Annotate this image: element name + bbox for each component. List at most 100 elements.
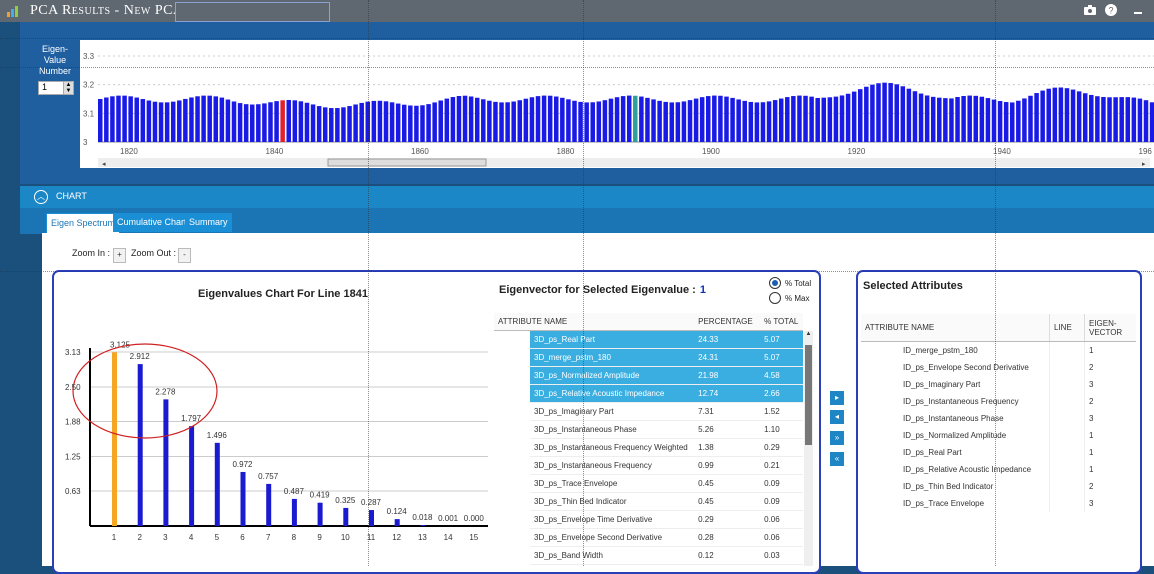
strip-bar (1089, 95, 1094, 142)
percent-total-cell: 0.29 (760, 439, 803, 457)
sel-attribute-name-cell: ID_ps_Real Part (861, 444, 1050, 461)
row-gutter (494, 403, 530, 421)
move-right-icon[interactable]: ▸ (830, 391, 844, 405)
col-sel-line[interactable]: LINE (1050, 314, 1085, 342)
eigen-value-number-spinner[interactable]: 1 ▲▼ (38, 81, 74, 95)
strip-bar (469, 96, 474, 142)
eigenvector-scrollbar[interactable]: ▲ (804, 331, 813, 566)
scroll-thumb[interactable] (805, 345, 812, 445)
tab-cumulative-chart[interactable]: Cumulative Chart (113, 213, 191, 232)
table-row[interactable]: ID_ps_Real Part 1 (861, 444, 1136, 461)
strip-bar (621, 96, 626, 142)
sel-eigenvector-cell: 3 (1085, 410, 1137, 427)
eigen-bar (292, 499, 297, 526)
strip-bar (870, 85, 875, 142)
help-icon[interactable]: ? (1104, 4, 1118, 18)
percentage-cell: 5.26 (694, 421, 760, 439)
eigenvalues-bar-chart[interactable]: 3.132.501.881.250.633.12512.91222.27831.… (60, 300, 490, 545)
sel-attribute-name-cell: ID_ps_Instantaneous Phase (861, 410, 1050, 427)
strip-bar (1083, 93, 1088, 142)
col-attribute-name[interactable]: ATTRIBUTE NAME (494, 313, 694, 331)
col-sel-attribute-name[interactable]: ATTRIBUTE NAME (861, 314, 1050, 342)
chart-section-header[interactable]: ︿ CHART (20, 186, 1154, 208)
move-all-left-icon[interactable]: « (830, 452, 844, 466)
strip-ytick-label: 3 (83, 138, 88, 147)
percentage-cell: 0.45 (694, 475, 760, 493)
strip-bar (1071, 90, 1076, 142)
strip-bar (1138, 99, 1143, 142)
strip-bar (505, 102, 510, 142)
strip-bar (451, 97, 456, 142)
eigen-bar (395, 519, 400, 526)
strip-bar (633, 96, 638, 142)
camera-icon[interactable] (1083, 4, 1097, 18)
sel-eigenvector-cell: 2 (1085, 359, 1137, 376)
attribute-name-cell: 3D_ps_Envelope Time Derivative (530, 511, 694, 529)
eigen-value-label: 2.912 (130, 352, 151, 361)
percent-total-cell: 2.66 (760, 385, 803, 403)
scroll-up-icon[interactable]: ▲ (804, 331, 813, 341)
percent-max-label: % Max (785, 294, 809, 303)
eigen-category-label: 14 (444, 533, 453, 542)
eigen-bar (163, 399, 168, 526)
strip-bar (426, 104, 431, 142)
percent-total-radio[interactable] (769, 277, 781, 289)
eigen-category-label: 7 (266, 533, 271, 542)
strip-scrollbar-thumb (328, 159, 486, 166)
tab-summary[interactable]: Summary (185, 213, 232, 232)
minimize-icon[interactable] (1131, 4, 1145, 18)
sel-eigenvector-cell: 1 (1085, 444, 1137, 461)
scroll-right-icon: ▸ (1142, 161, 1146, 168)
attribute-name-cell: 3D_ps_Band Width (530, 547, 694, 565)
col-percentage[interactable]: PERCENTAGE (694, 313, 760, 331)
spinner-arrows-icon[interactable]: ▲▼ (63, 82, 73, 94)
tab-eigen-spectrum[interactable]: Eigen Spectrum (46, 213, 120, 233)
table-row[interactable]: ID_ps_Instantaneous Phase 3 (861, 410, 1136, 427)
zoom-in-button[interactable]: + (113, 248, 126, 263)
guide-line (0, 67, 1154, 68)
col-percent-total[interactable]: % TOTAL (760, 313, 803, 331)
eigen-value-label: 0.419 (310, 491, 331, 500)
move-all-right-icon[interactable]: » (830, 431, 844, 445)
strip-bar (730, 98, 735, 142)
strip-bar (925, 95, 930, 142)
title-input[interactable] (175, 2, 330, 22)
move-left-icon[interactable]: ◂ (830, 410, 844, 424)
strip-bar (1004, 102, 1009, 142)
strip-bar (481, 99, 486, 142)
sel-line-cell (1050, 427, 1085, 444)
zoom-out-button[interactable]: - (178, 248, 191, 263)
strip-bar (712, 96, 717, 142)
collapse-icon[interactable]: ︿ (34, 190, 48, 204)
strip-bar (147, 101, 152, 142)
percent-max-radio[interactable] (769, 292, 781, 304)
row-gutter (494, 439, 530, 457)
strip-bar (220, 98, 225, 142)
col-sel-eigenvector[interactable]: EIGEN-VECTOR (1085, 314, 1137, 342)
percent-total-cell: 0.06 (760, 529, 803, 547)
guide-line (0, 271, 1154, 272)
percentage-cell: 7.31 (694, 403, 760, 421)
